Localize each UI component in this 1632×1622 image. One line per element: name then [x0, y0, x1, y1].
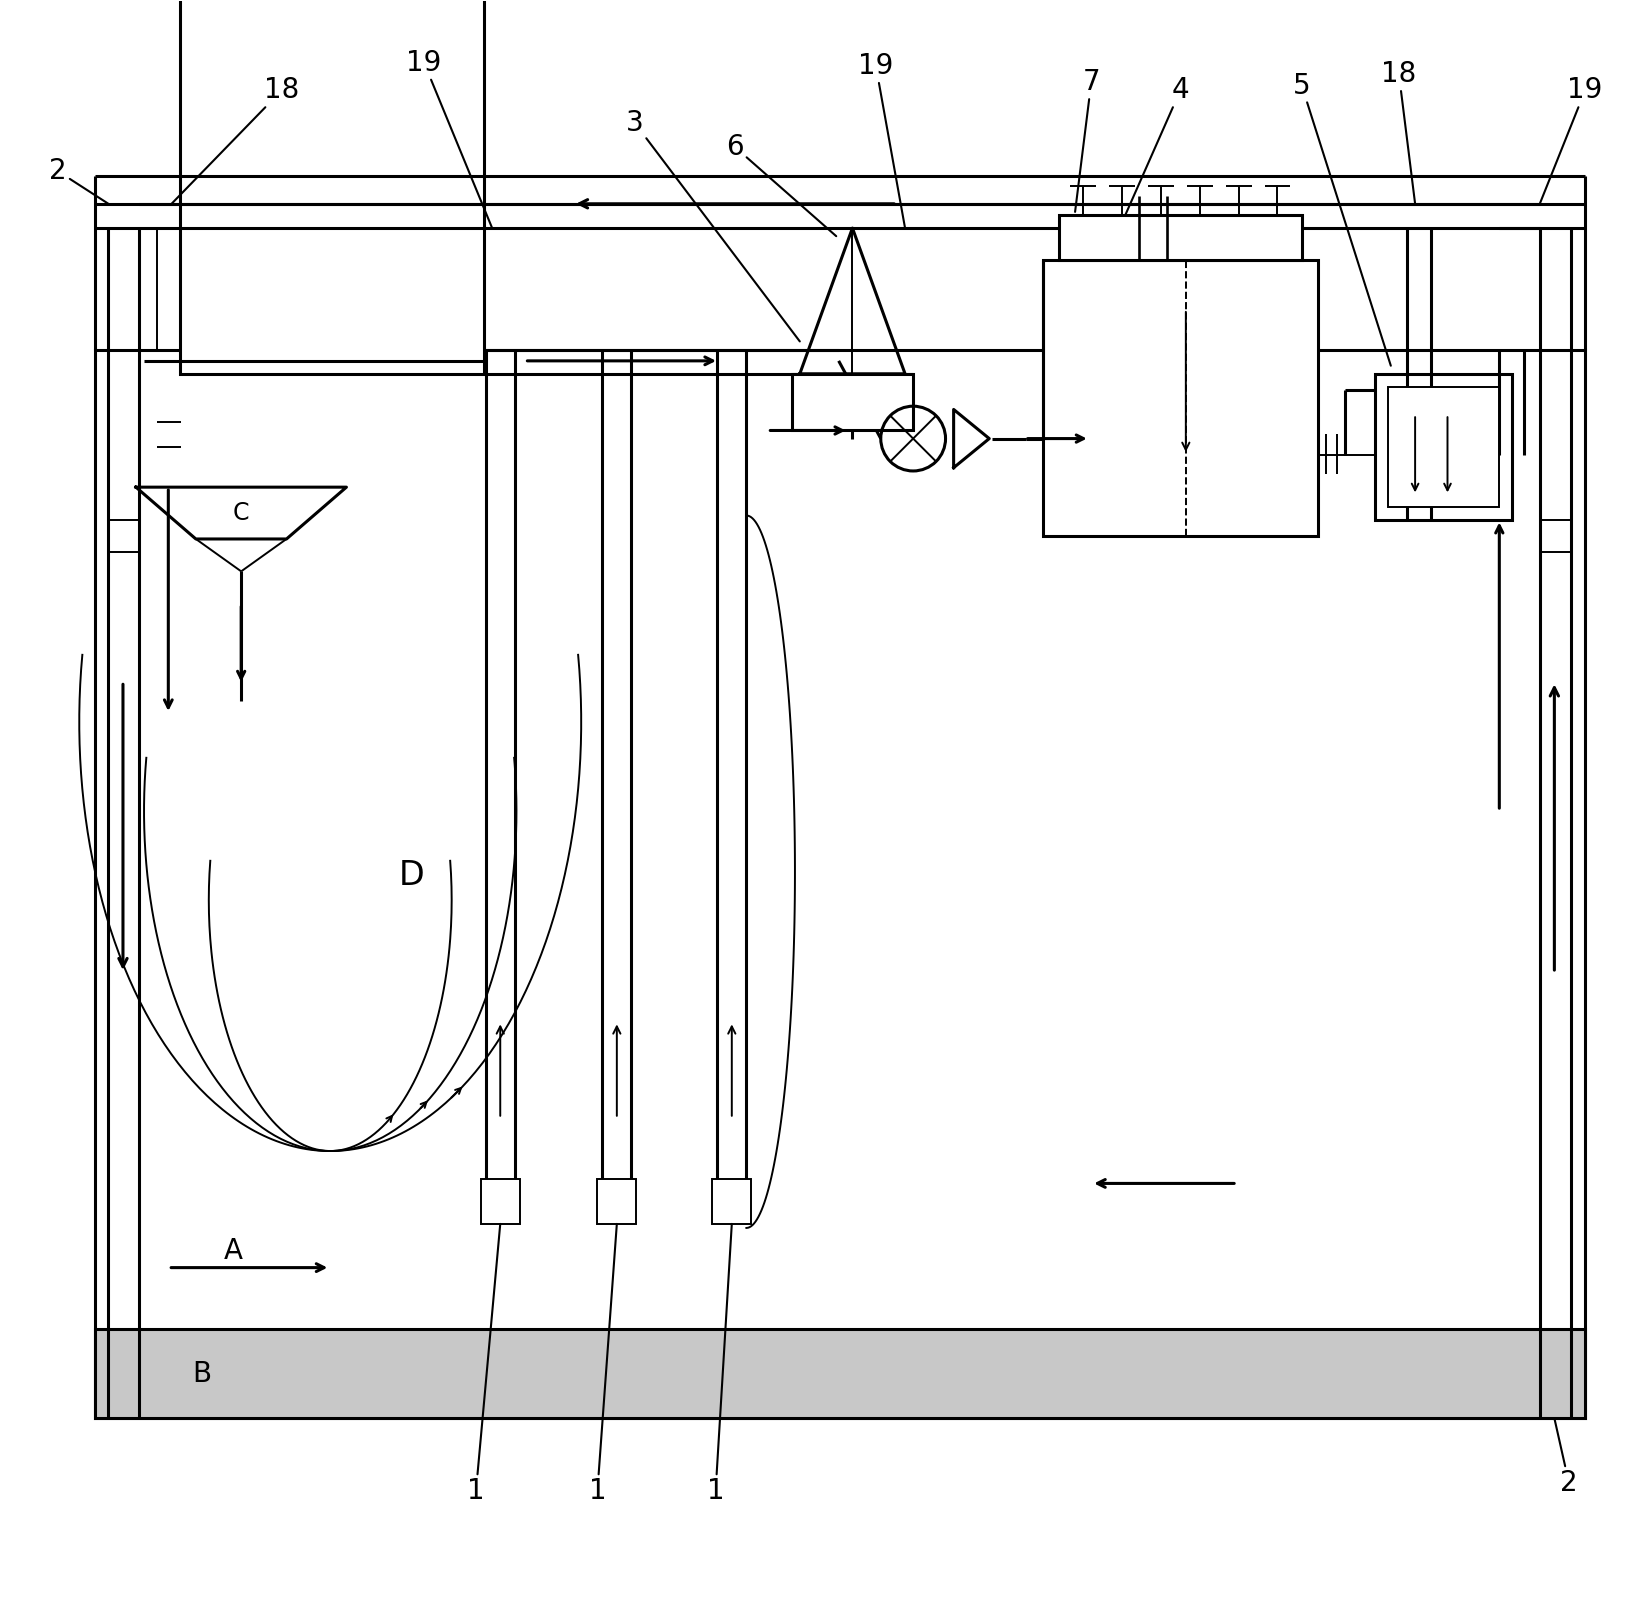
Text: 7: 7: [1075, 68, 1100, 212]
Bar: [1043, 261, 1319, 535]
Text: D: D: [398, 860, 424, 892]
Text: 19: 19: [406, 49, 493, 229]
Bar: [481, 1179, 519, 1225]
Text: A: A: [224, 1238, 243, 1265]
Bar: [1374, 373, 1513, 519]
Text: 18: 18: [171, 76, 299, 204]
Bar: [792, 373, 914, 430]
Text: C: C: [233, 501, 250, 526]
Bar: [95, 349, 1585, 1418]
Text: 3: 3: [625, 109, 800, 341]
Text: 18: 18: [1381, 60, 1417, 204]
Text: 2: 2: [1554, 1418, 1578, 1497]
Text: B: B: [193, 1361, 212, 1388]
Bar: [180, 0, 485, 373]
Text: 5: 5: [1293, 71, 1390, 365]
Bar: [95, 1328, 1585, 1418]
Bar: [597, 1179, 636, 1225]
Text: 19: 19: [1541, 76, 1603, 204]
Text: 19: 19: [858, 52, 906, 229]
Text: 1: 1: [707, 1225, 731, 1505]
Text: 1: 1: [589, 1225, 617, 1505]
Bar: [1387, 386, 1500, 506]
Bar: [1059, 216, 1302, 261]
Text: 6: 6: [726, 133, 836, 237]
Bar: [713, 1179, 751, 1225]
Text: 4: 4: [1126, 76, 1190, 216]
Text: 2: 2: [49, 157, 108, 204]
Text: 1: 1: [467, 1225, 501, 1505]
